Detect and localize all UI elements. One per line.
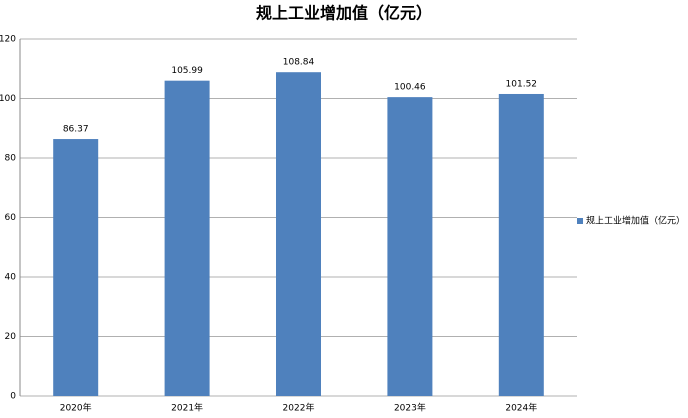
bar bbox=[498, 93, 544, 396]
legend-swatch bbox=[577, 218, 583, 224]
bar bbox=[164, 80, 210, 396]
y-tick-label: 20 bbox=[5, 332, 17, 342]
data-label: 100.46 bbox=[394, 83, 426, 93]
bar bbox=[53, 139, 99, 396]
bar bbox=[276, 72, 321, 397]
x-tick-label: 2021年 bbox=[171, 402, 203, 414]
bar bbox=[387, 97, 433, 396]
data-label: 105.99 bbox=[171, 66, 203, 76]
data-label: 101.52 bbox=[506, 79, 538, 89]
y-tick-label: 120 bbox=[0, 35, 16, 45]
y-tick-label: 60 bbox=[5, 213, 17, 223]
y-tick-label: 80 bbox=[5, 154, 17, 164]
x-tick-label: 2023年 bbox=[394, 402, 426, 414]
x-tick-label: 2022年 bbox=[283, 402, 315, 414]
y-tick-label: 0 bbox=[10, 392, 16, 402]
x-tick-label: 2020年 bbox=[60, 402, 92, 414]
chart-title: 规上工业增加值（亿元） bbox=[256, 4, 432, 23]
y-tick-label: 100 bbox=[0, 94, 16, 104]
data-label: 86.37 bbox=[63, 125, 89, 135]
y-tick-label: 40 bbox=[5, 273, 17, 283]
legend-label: 规上工业增加值（亿元） bbox=[586, 215, 685, 227]
data-label: 108.84 bbox=[283, 58, 315, 68]
x-tick-label: 2024年 bbox=[505, 402, 537, 414]
